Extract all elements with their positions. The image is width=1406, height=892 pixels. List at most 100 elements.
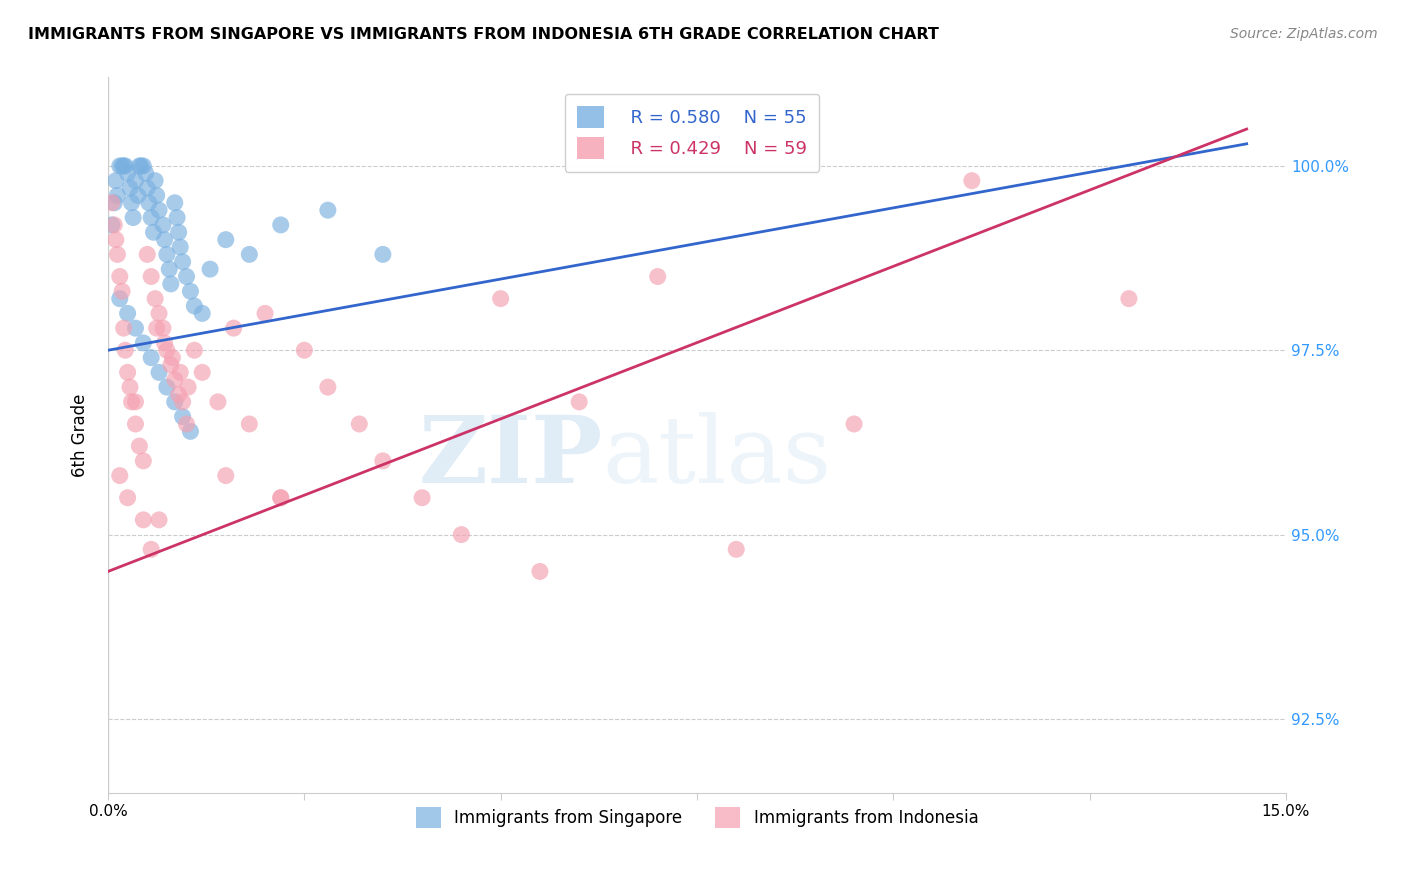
Point — [114, 159, 136, 173]
Point — [238, 247, 260, 261]
Text: ZIP: ZIP — [419, 411, 603, 501]
Point — [207, 395, 229, 409]
Point — [124, 417, 146, 431]
Point — [167, 225, 190, 239]
Point — [176, 269, 198, 284]
Point — [156, 343, 179, 358]
Point — [148, 306, 170, 320]
Point — [148, 513, 170, 527]
Point — [163, 195, 186, 210]
Point — [1118, 292, 1140, 306]
Point — [162, 351, 184, 365]
Point — [152, 321, 174, 335]
Point — [124, 174, 146, 188]
Point — [148, 203, 170, 218]
Point — [183, 343, 205, 358]
Point — [121, 195, 143, 210]
Point — [135, 166, 157, 180]
Point — [215, 468, 238, 483]
Point — [132, 159, 155, 173]
Point — [191, 306, 214, 320]
Point — [122, 211, 145, 225]
Point — [166, 211, 188, 225]
Point — [117, 365, 139, 379]
Point — [108, 292, 131, 306]
Point — [153, 233, 176, 247]
Point — [270, 218, 292, 232]
Point — [842, 417, 865, 431]
Point — [725, 542, 748, 557]
Point — [128, 159, 150, 173]
Point — [101, 195, 124, 210]
Point — [108, 468, 131, 483]
Point — [568, 395, 591, 409]
Point — [156, 247, 179, 261]
Point — [349, 417, 371, 431]
Point — [157, 262, 180, 277]
Point — [124, 395, 146, 409]
Point — [103, 195, 125, 210]
Point — [371, 247, 394, 261]
Point — [169, 240, 191, 254]
Point — [222, 321, 245, 335]
Point — [136, 247, 159, 261]
Point — [121, 395, 143, 409]
Point — [371, 454, 394, 468]
Point — [316, 203, 339, 218]
Point — [191, 365, 214, 379]
Point — [254, 306, 277, 320]
Point — [172, 409, 194, 424]
Point — [143, 174, 166, 188]
Point — [107, 247, 129, 261]
Point — [179, 425, 201, 439]
Point — [238, 417, 260, 431]
Point — [960, 174, 983, 188]
Point — [103, 218, 125, 232]
Legend: Immigrants from Singapore, Immigrants from Indonesia: Immigrants from Singapore, Immigrants fr… — [409, 801, 986, 834]
Point — [450, 527, 472, 541]
Point — [647, 269, 669, 284]
Point — [141, 269, 163, 284]
Point — [411, 491, 433, 505]
Point — [112, 159, 135, 173]
Point — [118, 181, 141, 195]
Point — [152, 218, 174, 232]
Point — [270, 491, 292, 505]
Point — [141, 211, 163, 225]
Point — [163, 395, 186, 409]
Point — [148, 365, 170, 379]
Text: IMMIGRANTS FROM SINGAPORE VS IMMIGRANTS FROM INDONESIA 6TH GRADE CORRELATION CHA: IMMIGRANTS FROM SINGAPORE VS IMMIGRANTS … — [28, 27, 939, 42]
Point — [101, 218, 124, 232]
Point — [111, 159, 134, 173]
Y-axis label: 6th Grade: 6th Grade — [72, 393, 89, 476]
Text: atlas: atlas — [603, 411, 832, 501]
Point — [153, 335, 176, 350]
Point — [292, 343, 315, 358]
Point — [124, 321, 146, 335]
Point — [132, 454, 155, 468]
Point — [132, 335, 155, 350]
Point — [163, 373, 186, 387]
Point — [145, 188, 167, 202]
Point — [132, 513, 155, 527]
Point — [156, 380, 179, 394]
Point — [114, 343, 136, 358]
Point — [104, 174, 127, 188]
Point — [198, 262, 221, 277]
Point — [104, 233, 127, 247]
Point — [159, 358, 181, 372]
Point — [183, 299, 205, 313]
Point — [111, 285, 134, 299]
Point — [172, 254, 194, 268]
Point — [176, 417, 198, 431]
Point — [145, 321, 167, 335]
Point — [179, 285, 201, 299]
Point — [141, 351, 163, 365]
Point — [141, 542, 163, 557]
Point — [129, 159, 152, 173]
Point — [169, 365, 191, 379]
Point — [529, 565, 551, 579]
Point — [172, 395, 194, 409]
Point — [108, 159, 131, 173]
Point — [215, 233, 238, 247]
